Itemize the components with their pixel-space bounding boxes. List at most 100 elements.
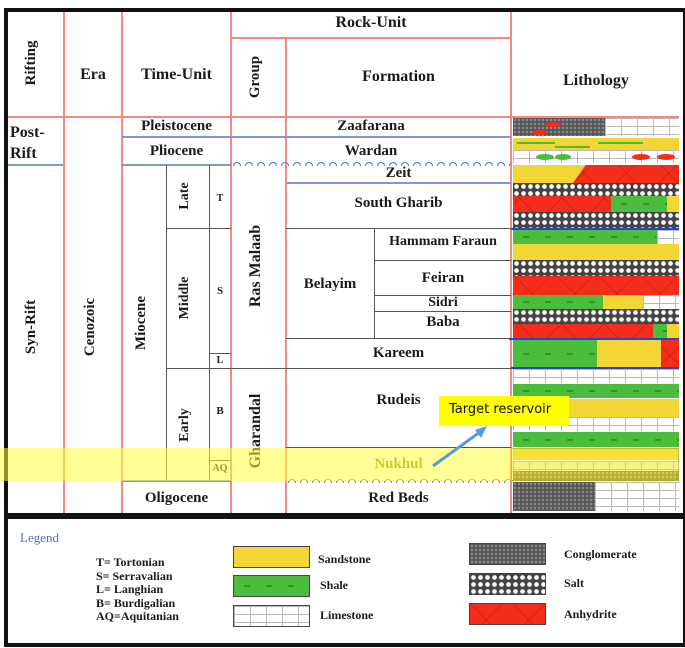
time-pliocene: Pliocene <box>149 143 204 159</box>
target-reservoir-label <box>439 396 569 426</box>
formation-sidri: Sidri <box>428 295 458 310</box>
stage-t: T <box>216 193 224 204</box>
litho-baba-salt <box>513 309 679 324</box>
group-belayim: Belayim <box>303 276 357 292</box>
litho-sidri-sandstone <box>603 295 643 309</box>
middle-early-line <box>166 368 231 369</box>
litho-red-beds-conglomerate <box>513 482 595 511</box>
litho-rudeis-shale <box>513 384 679 398</box>
sidri-baba-line <box>375 311 511 312</box>
formation-red-beds: Red Beds <box>368 490 429 506</box>
group-ras-malaab: Ras Malaab <box>247 224 264 308</box>
abbr-langhian: L= Langhian <box>96 582 164 596</box>
litho-red-beds-limestone <box>595 482 679 511</box>
pleistocene-pliocene-boundary <box>122 136 511 138</box>
abbr-serravalian: S= Serravalian <box>96 568 173 583</box>
abbr-burdigalian: B= Burdigalian <box>96 595 176 610</box>
formation-feiran: Feiran <box>421 270 465 286</box>
epoch-early: Early <box>177 408 192 442</box>
col-divider-group-formation <box>285 38 287 513</box>
header-group: Group <box>247 55 263 99</box>
shale-streak <box>517 142 555 144</box>
litho-nukhul-conglomerate <box>513 471 679 481</box>
header-era: Era <box>80 66 106 83</box>
litho-rudeis-shale-lower <box>513 432 679 447</box>
litho-south-gharib-shale <box>611 196 667 212</box>
formation-zeit: Zeit <box>385 165 412 181</box>
shale-streak <box>598 142 643 144</box>
col-divider-era-time <box>121 12 123 513</box>
legend-label-conglomerate: Conglomerate <box>564 547 637 561</box>
shale-nodule <box>536 154 554 160</box>
belayim-kareem-line <box>286 338 511 339</box>
abbr-aquitanian: AQ=Aquitanian <box>96 609 179 623</box>
litho-nukhul-sandstone <box>513 448 679 460</box>
formation-hammam-faraun: Hammam Faraun <box>389 234 497 249</box>
legend-swatch-anhydrite <box>469 603 546 625</box>
litho-feiran-anhydrite <box>513 276 679 295</box>
belayim-member-divider <box>374 228 375 338</box>
sequence-boundary <box>511 228 679 230</box>
rifting-post-rift: Post- Rift <box>10 124 45 162</box>
header-bottom-line <box>8 116 679 118</box>
feiran-sidri-line <box>375 295 511 296</box>
stage-b: B <box>216 405 224 417</box>
litho-zaafarana-conglomerate <box>513 118 605 136</box>
time-oligocene: Oligocene <box>144 490 209 506</box>
header-lithology: Lithology <box>563 72 629 89</box>
litho-south-gharib-salt <box>513 183 679 196</box>
legend-swatch-shale <box>233 575 310 597</box>
post-syn-rift-boundary <box>8 164 63 166</box>
stage-l: L <box>216 355 224 366</box>
legend-swatch-conglomerate <box>469 543 546 565</box>
litho-south-gharib-sandstone <box>667 196 679 212</box>
formation-baba: Baba <box>426 314 460 330</box>
anhydrite-nodule <box>632 154 650 160</box>
formation-south-gharib: South Gharib <box>354 195 443 211</box>
era-cenozoic: Cenozoic <box>82 297 98 357</box>
litho-sidri-shale <box>513 295 603 309</box>
abbr-tortonian: T= Tortonian <box>96 555 165 569</box>
litho-hammam-faraun-sandstone <box>513 244 679 260</box>
litho-south-gharib-anhydrite <box>513 196 611 212</box>
target-reservoir-highlight-lithology <box>511 448 679 481</box>
litho-south-gharib-salt-lower <box>513 212 679 228</box>
l-stage-top-line <box>209 353 231 354</box>
litho-kareem-shale <box>513 340 597 367</box>
sequence-boundary <box>511 367 679 369</box>
litho-zeit-anhydrite <box>573 165 679 183</box>
legend-swatch-salt <box>469 573 546 595</box>
formation-wardan: Wardan <box>344 143 398 159</box>
legend-box <box>4 513 685 647</box>
time-pleistocene: Pleistocene <box>141 118 212 134</box>
litho-feiran-salt <box>513 260 679 276</box>
late-middle-line <box>166 228 231 229</box>
target-reservoir-highlight <box>0 448 513 481</box>
epoch-left-line <box>166 165 167 481</box>
formation-rudeis: Rudeis <box>376 392 421 408</box>
epoch-middle: Middle <box>177 276 192 320</box>
litho-hammam-faraun-limestone <box>657 230 679 244</box>
stratigraphic-table-frame <box>4 8 685 519</box>
anhydrite-nodule <box>657 154 675 160</box>
legend-swatch-limestone <box>233 605 310 627</box>
formation-kareem: Kareem <box>372 345 425 361</box>
litho-hammam-faraun-shale <box>513 230 657 244</box>
group-split-line <box>231 368 511 369</box>
sequence-boundary <box>509 338 679 340</box>
formation-zaafarana: Zaafarana <box>337 118 405 134</box>
shale-streak <box>555 146 590 148</box>
anhydrite-nodule <box>545 122 561 127</box>
header-rock-unit: Rock-Unit <box>335 14 407 31</box>
legend-label-limestone: Limestone <box>320 608 374 622</box>
unconformity-pliocene-miocene <box>231 160 511 166</box>
arrow-icon <box>432 426 487 468</box>
legend-swatch-sandstone <box>233 546 310 568</box>
header-rifting: Rifting <box>23 40 39 86</box>
legend-label-anhydrite: Anhydrite <box>564 607 617 621</box>
litho-baba-sandstone <box>667 324 679 338</box>
litho-sidri-limestone <box>643 295 679 309</box>
litho-wardan-sandstone <box>513 138 679 150</box>
legend-label-sandstone: Sandstone <box>318 552 371 566</box>
litho-kareem-anhydrite <box>661 340 679 367</box>
